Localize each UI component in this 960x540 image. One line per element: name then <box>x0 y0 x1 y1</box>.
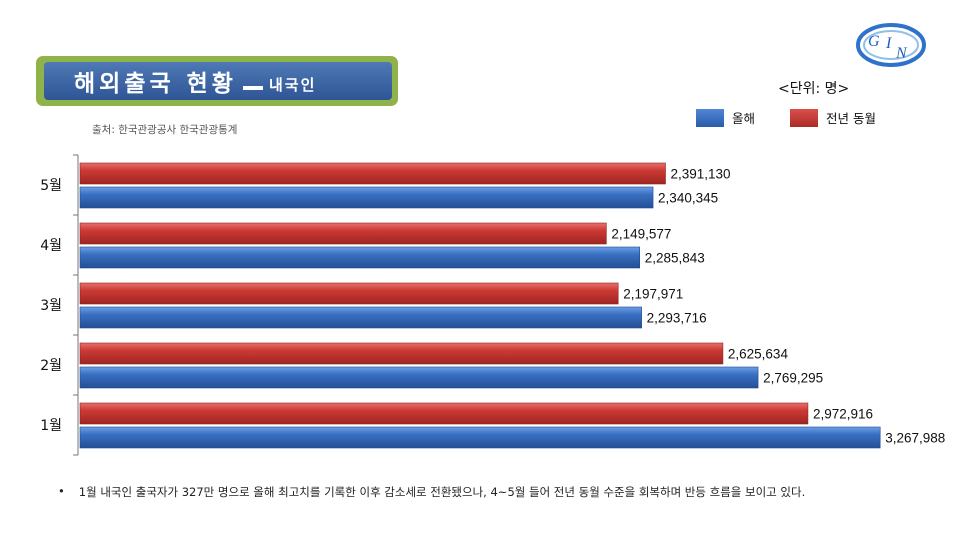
category-label: 2월 <box>40 358 62 374</box>
title-sub: 내국인 <box>268 75 317 94</box>
legend-item-last-year: 전년 동월 <box>790 108 876 127</box>
bar-last-year-3 <box>79 282 619 305</box>
bar-last-year-2 <box>79 222 607 245</box>
footnote-bullet: • <box>58 484 65 498</box>
data-label: 2,972,916 <box>813 407 873 422</box>
source-text: 출처: 한국관광공사 한국관광통계 <box>92 124 238 136</box>
legend-swatch-this-year <box>696 108 724 127</box>
title-main: 해외출국 현황 <box>74 71 237 97</box>
legend-item-this-year: 올해 <box>696 108 755 127</box>
svg-text:N: N <box>895 45 908 62</box>
data-label: 3,267,988 <box>885 431 945 446</box>
gin-logo-icon: G I N <box>856 23 926 67</box>
data-label: 2,285,843 <box>645 251 705 266</box>
bar-this-year-3 <box>79 306 642 329</box>
title-dash <box>242 86 263 90</box>
bar-last-year-4 <box>79 342 724 365</box>
svg-text:G: G <box>868 33 880 50</box>
legend-label-last-year: 전년 동월 <box>826 111 876 126</box>
data-label: 2,391,130 <box>670 167 730 182</box>
data-label: 2,293,716 <box>647 311 707 326</box>
bar-last-year-1 <box>79 162 666 185</box>
data-label: 2,340,345 <box>658 191 718 206</box>
bar-this-year-4 <box>79 366 759 389</box>
category-label: 5월 <box>40 178 62 194</box>
legend-swatch-last-year <box>790 108 818 127</box>
footnote-text: 1월 내국인 출국자가 327만 명으로 올해 최고치를 기록한 이후 감소세로… <box>78 485 806 499</box>
legend-label-this-year: 올해 <box>732 111 756 126</box>
unit-label: <단위: 명> <box>778 81 850 97</box>
category-label: 4월 <box>40 238 62 254</box>
page-title: 해외출국 현황 내국인 <box>44 62 392 100</box>
data-label: 2,197,971 <box>623 287 683 302</box>
data-label: 2,149,577 <box>611 227 671 242</box>
data-label: 2,625,634 <box>728 347 789 362</box>
category-label: 3월 <box>40 298 62 314</box>
bar-this-year-2 <box>79 246 641 269</box>
data-label: 2,769,295 <box>763 371 823 386</box>
bar-last-year-5 <box>79 402 809 425</box>
category-label: 1월 <box>40 418 62 434</box>
bar-this-year-1 <box>79 186 654 209</box>
bar-this-year-5 <box>79 426 881 449</box>
svg-text:I: I <box>885 35 892 52</box>
footnote: • 1월 내국인 출국자가 327만 명으로 올해 최고치를 기록한 이후 감소… <box>58 484 805 500</box>
